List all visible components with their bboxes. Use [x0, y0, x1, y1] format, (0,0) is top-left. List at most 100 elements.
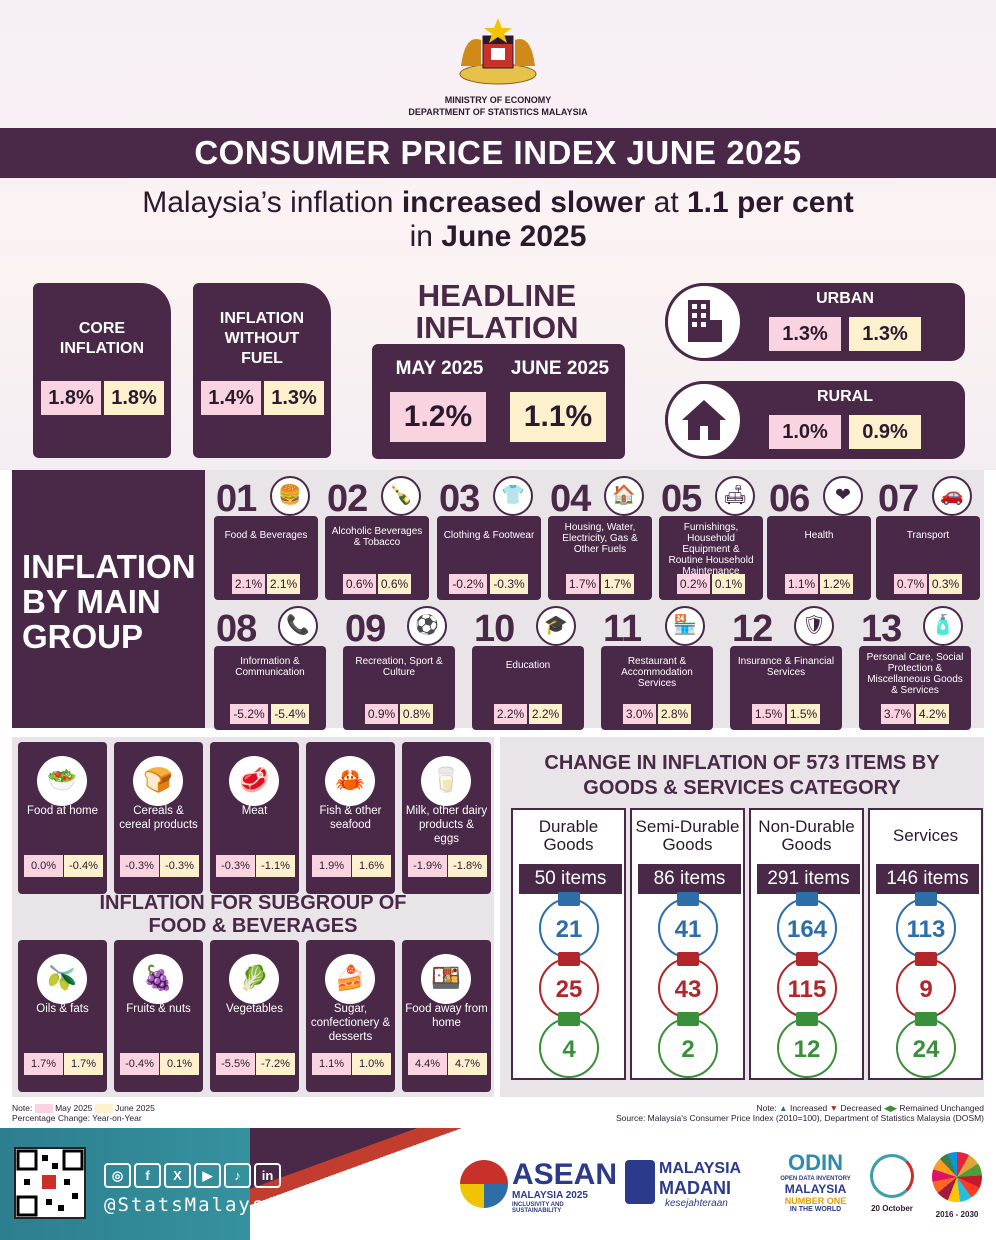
social-handle[interactable]: @StatsMalaysia: [104, 1194, 293, 1216]
group-name: Health: [804, 530, 834, 541]
food-may-value: 4.4%: [408, 1053, 447, 1075]
group-june-value: 0.6%: [378, 574, 411, 594]
food-june-value: 1.6%: [352, 855, 391, 877]
food-subgroup-icon: 🥩: [229, 756, 279, 806]
x-twitter-icon[interactable]: X: [164, 1163, 191, 1188]
group-name: Furnishings, Household Equipment & Routi…: [668, 522, 754, 577]
group-may-value: 2.2%: [494, 704, 527, 724]
group-card: Health 1.1% 1.2%: [767, 516, 871, 600]
instagram-icon[interactable]: ◎: [104, 1163, 131, 1188]
group-category-icon: 🧴: [923, 606, 963, 646]
category-down-count: 115: [777, 958, 837, 1018]
core-may-value: 1.8%: [41, 381, 101, 415]
group-june-value: 1.7%: [601, 574, 634, 594]
group-category-icon: ❤: [823, 476, 863, 516]
food-june-value: -0.4%: [64, 855, 103, 877]
category-down-count: 9: [896, 958, 956, 1018]
group-number: 03: [439, 478, 480, 520]
group-june-value: 0.1%: [712, 574, 745, 594]
food-subgroup-icon: 🍰: [325, 954, 375, 1004]
group-card: Insurance & Financial Services 1.5% 1.5%: [730, 646, 842, 730]
food-may-value: -5.5%: [216, 1053, 255, 1075]
food-subgroup-icon: 🥛: [421, 756, 471, 806]
group-category-icon: 👕: [493, 476, 533, 516]
increased-icon: [915, 892, 937, 906]
group-june-value: 1.5%: [787, 704, 820, 724]
group-number: 11: [603, 608, 642, 650]
increased-icon: ▲: [779, 1103, 788, 1113]
food-may-value: -0.4%: [120, 1053, 159, 1075]
ministry-line-2: DEPARTMENT OF STATISTICS MALAYSIA: [408, 107, 588, 117]
page-subtitle: Malaysia’s inflation increased slower at…: [142, 186, 854, 253]
food-may-value: -0.3%: [216, 855, 255, 877]
group-june-value: 0.8%: [400, 704, 433, 724]
food-subgroup-name: Fruits & nuts: [126, 1003, 191, 1015]
food-subgroup-card: 🍰 Sugar, confectionery & desserts 1.1% 1.0%: [306, 940, 395, 1092]
group-number: 10: [474, 608, 515, 650]
facebook-icon[interactable]: f: [134, 1163, 161, 1188]
decreased-icon: [677, 952, 699, 966]
ministry-line-1: MINISTRY OF ECONOMY: [444, 95, 552, 105]
group-number: 12: [732, 608, 773, 650]
food-subgroup-name: Sugar, confectionery & desserts: [310, 1003, 391, 1043]
rural-label: RURAL: [817, 388, 873, 405]
group-category-icon: 📞: [278, 606, 318, 646]
house-icon: [665, 381, 743, 459]
headline-inflation-title: HEADLINE INFLATION: [415, 278, 579, 345]
group-card: Food & Beverages 2.1% 2.1%: [214, 516, 318, 600]
food-subgroup-card: 🥩 Meat -0.3% -1.1%: [210, 742, 299, 894]
notes-left: Note: May 2025 June 2025 Percentage Chan…: [12, 1103, 155, 1124]
group-name: Personal Care, Social Protection & Misce…: [866, 652, 964, 696]
group-june-value: 2.1%: [267, 574, 300, 594]
category-column: Durable Goods 50 items 21 25 4: [511, 808, 626, 1080]
increased-icon: [558, 892, 580, 906]
may-swatch: [34, 1104, 53, 1114]
food-june-value: -1.1%: [256, 855, 295, 877]
group-june-value: 2.2%: [529, 704, 562, 724]
group-may-value: 0.9%: [365, 704, 398, 724]
category-name: Semi-Durable Goods: [635, 817, 740, 854]
urban-june-value: 1.3%: [849, 317, 921, 351]
category-item-count: 146 items: [876, 864, 979, 894]
group-may-value: 3.0%: [623, 704, 656, 724]
headline-june-value: 1.1%: [510, 392, 606, 442]
linkedin-icon[interactable]: in: [254, 1163, 281, 1188]
youtube-icon[interactable]: ▶: [194, 1163, 221, 1188]
group-june-value: 0.3%: [929, 574, 962, 594]
group-card: Transport 0.7% 0.3%: [876, 516, 980, 600]
core-june-value: 1.8%: [104, 381, 164, 415]
group-card: Clothing & Footwear -0.2% -0.3%: [437, 516, 541, 600]
category-up-count: 21: [539, 898, 599, 958]
notes-right: Note: ▲ Increased ▼ Decreased ◀▶ Remaine…: [616, 1103, 984, 1123]
tiktok-icon[interactable]: ♪: [224, 1163, 251, 1188]
category-up-count: 41: [658, 898, 718, 958]
group-may-value: 0.6%: [343, 574, 376, 594]
food-june-value: -0.3%: [160, 855, 199, 877]
food-june-value: 1.0%: [352, 1053, 391, 1075]
category-column: Semi-Durable Goods 86 items 41 43 2: [630, 808, 745, 1080]
building-icon: [665, 283, 743, 361]
group-name: Transport: [906, 530, 950, 541]
unchanged-icon: [796, 1012, 818, 1026]
headline-may-value: 1.2%: [390, 392, 486, 442]
group-category-icon: 🚗: [932, 476, 972, 516]
group-name: Recreation, Sport & Culture: [355, 656, 443, 678]
group-may-value: 0.2%: [677, 574, 710, 594]
sdg-wheel-icon: [932, 1152, 982, 1202]
group-number: 07: [878, 478, 919, 520]
group-category-icon: 🎓: [536, 606, 576, 646]
category-same-count: 4: [539, 1018, 599, 1078]
qr-code-icon[interactable]: [14, 1147, 86, 1219]
group-june-value: 2.8%: [658, 704, 691, 724]
food-subgroup-name: Oils & fats: [36, 1003, 89, 1015]
food-subgroup-title: INFLATION FOR SUBGROUP OF FOOD & BEVERAG…: [99, 892, 407, 937]
food-june-value: -7.2%: [256, 1053, 295, 1075]
group-card: Education 2.2% 2.2%: [472, 646, 584, 730]
food-may-value: 1.9%: [312, 855, 351, 877]
group-name: Clothing & Footwear: [443, 530, 535, 541]
food-subgroup-name: Meat: [241, 805, 268, 817]
group-name: Information & Communication: [235, 656, 305, 678]
group-may-value: 1.1%: [785, 574, 818, 594]
group-number: 02: [327, 478, 368, 520]
group-card: Restaurant & Accommodation Services 3.0% 2…: [601, 646, 713, 730]
